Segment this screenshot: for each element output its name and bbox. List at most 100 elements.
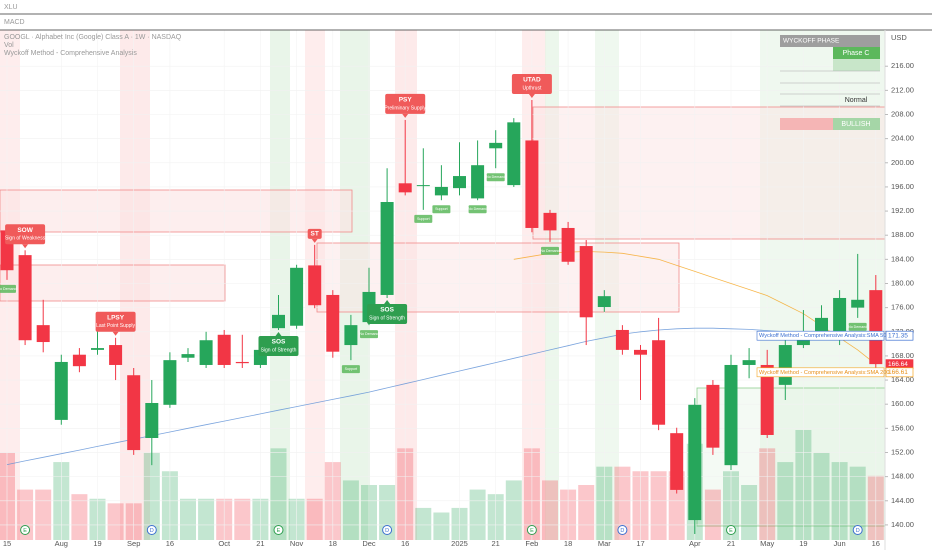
candle-body [670, 433, 684, 490]
candle-body [18, 255, 32, 341]
y-tick-label: 212.00 [891, 85, 914, 94]
candle-body [217, 334, 231, 365]
small-signal-label: No Demand [540, 249, 559, 253]
signal-pointer [275, 331, 282, 336]
small-signal-box [432, 205, 451, 214]
signal-pointer [528, 94, 535, 99]
x-tick-label: 2025 [451, 539, 468, 548]
signal-box [511, 74, 552, 95]
candle-body [326, 294, 340, 352]
y-tick-label: 216.00 [891, 61, 914, 70]
event-icon [382, 525, 393, 535]
candle-body [742, 360, 756, 365]
price-tag-label: 166.64 [888, 361, 908, 368]
y-tick-label: 196.00 [891, 182, 914, 191]
x-tick-label: 21 [256, 539, 264, 548]
volume-bar [741, 485, 758, 540]
candle-body [199, 340, 213, 365]
volume-bar [306, 498, 323, 540]
y-tick-label: 176.00 [891, 303, 914, 312]
candle-body [833, 297, 847, 335]
candle-body [525, 140, 539, 228]
signal-box [5, 224, 46, 245]
candle-body [36, 325, 50, 343]
signal-text: Upthrust [522, 85, 542, 91]
indicator-label: Wyckoff Method - Comprehensive Analysis [4, 50, 137, 57]
candle-body [398, 183, 412, 193]
x-tick-label: 16 [401, 539, 409, 548]
y-tick-label: 200.00 [891, 158, 914, 167]
candle-body [778, 345, 792, 385]
y-tick-label: 160.00 [891, 399, 914, 408]
small-signal-box [414, 214, 433, 223]
volume-bar [342, 480, 359, 540]
line-name: Wyckoff Method - Comprehensive Analysis:… [759, 370, 889, 376]
small-signal-box [486, 173, 505, 182]
candle-body [471, 165, 485, 199]
candle-body [181, 354, 195, 358]
candle-body [869, 290, 883, 365]
volume-bar [270, 448, 287, 540]
y-tick-label: 204.00 [891, 134, 914, 143]
candle-body [380, 202, 394, 295]
event-icon [617, 525, 628, 535]
signal-text: Sign of Weakness [5, 236, 46, 242]
y-tick-label: 192.00 [891, 206, 914, 215]
table-cell [833, 59, 880, 71]
candle-body [724, 364, 738, 466]
table-cell [780, 118, 833, 130]
supply-zone [316, 242, 680, 313]
event-label: D [620, 528, 624, 534]
volume-bar [143, 452, 160, 540]
volume-bar [180, 498, 196, 540]
small-signal-label: No Demand [468, 207, 487, 211]
x-tick-label: 16 [872, 539, 880, 548]
small-signal-label: Support [435, 207, 448, 211]
signal-text: Preliminary Supply [384, 105, 426, 111]
signal-text: Sign of Strength [261, 347, 297, 353]
signal-box [307, 228, 322, 239]
candle-body [489, 142, 503, 149]
x-tick-label: Nov [290, 539, 304, 548]
candle-body [453, 176, 466, 189]
x-tick-label: Apr [689, 539, 701, 548]
volume-bar [614, 466, 631, 540]
volume-bar [813, 452, 830, 540]
x-tick-label: Aug [55, 539, 68, 548]
y-tick-label: 208.00 [891, 109, 914, 118]
candle-body [851, 299, 865, 308]
x-tick-label: May [760, 539, 774, 548]
event-label: E [530, 528, 534, 534]
x-tick-label: 18 [564, 539, 572, 548]
y-tick-label: 148.00 [891, 472, 914, 481]
volume-bar [704, 489, 721, 540]
signal-label: SOS [272, 339, 286, 346]
event-label: E [729, 528, 733, 534]
volume-bar [849, 466, 866, 540]
small-signal-box [848, 322, 867, 331]
pane-label: MACD [4, 19, 25, 26]
signal-pointer [22, 244, 29, 249]
small-signal-box [341, 365, 360, 374]
x-tick-label: 19 [799, 539, 807, 548]
y-tick-label: 140.00 [891, 520, 914, 529]
small-signal-box [541, 246, 559, 255]
x-tick-label: Dec [362, 539, 376, 548]
volume-bar [35, 489, 52, 540]
band [270, 30, 290, 540]
candle-body [290, 267, 304, 326]
candle-body [434, 186, 448, 196]
table-phase: Phase C [843, 50, 870, 57]
event-icon [273, 525, 284, 535]
y-tick-label: 180.00 [891, 278, 914, 287]
x-tick-label: Oct [218, 539, 231, 548]
signal-label: ST [311, 231, 319, 238]
event-label: D [856, 528, 860, 534]
volume-bar [415, 507, 432, 540]
candle-body [615, 329, 629, 350]
volume-bar [542, 480, 558, 540]
volume-bar [379, 485, 396, 540]
signal-box [95, 311, 136, 332]
signal-pointer [112, 331, 119, 336]
x-tick-label: 17 [636, 539, 644, 548]
